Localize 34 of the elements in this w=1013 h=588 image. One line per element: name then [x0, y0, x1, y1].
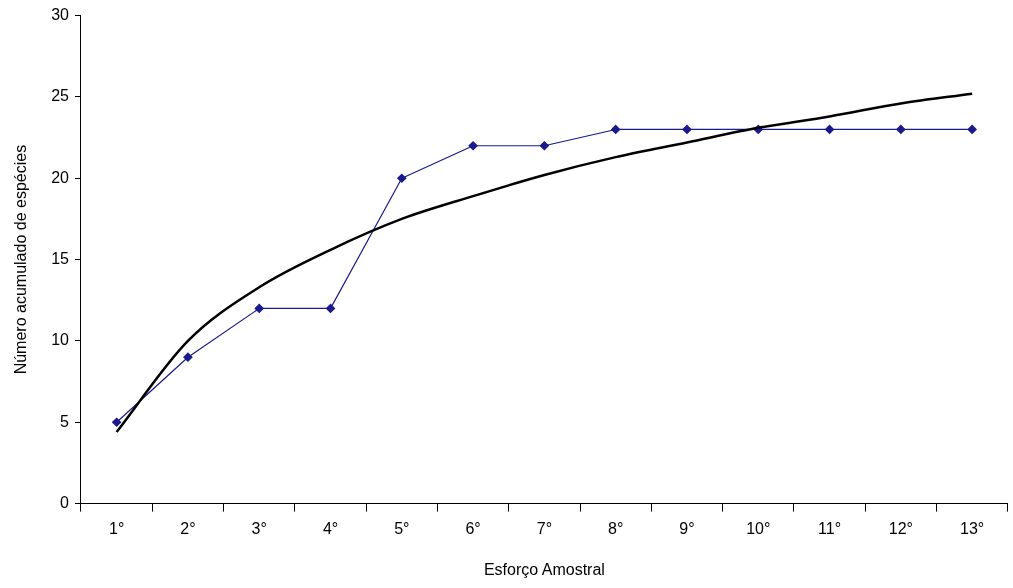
- x-tick-label: 5°: [394, 519, 410, 537]
- point: [254, 303, 264, 313]
- y-axis-title: Número acumulado de espécies: [12, 144, 30, 375]
- point: [183, 352, 193, 362]
- point: [824, 124, 835, 135]
- x-tick-label: 4°: [322, 519, 339, 537]
- x-tick-label: 11°: [818, 519, 842, 537]
- x-tick-label: 3°: [251, 519, 267, 537]
- y-tick-label: 15: [51, 250, 70, 268]
- point: [325, 303, 336, 313]
- y-tick-label: 25: [51, 87, 70, 105]
- x-tick-label: 12°: [888, 519, 913, 537]
- y-tick-label: 10: [51, 331, 70, 349]
- x-tick-label: 6°: [465, 519, 481, 537]
- point: [539, 141, 549, 151]
- x-tick-label: 1°: [108, 519, 125, 537]
- x-tick-label: 7°: [536, 519, 553, 537]
- point: [611, 124, 621, 135]
- point: [468, 141, 478, 151]
- y-tick-label: 30: [51, 6, 70, 24]
- x-tick-label: 10°: [746, 519, 771, 537]
- x-tick-label: 9°: [679, 519, 695, 537]
- y-tick-label: 0: [60, 494, 70, 512]
- y-tick-label: 20: [51, 168, 70, 186]
- point: [397, 173, 407, 183]
- x-axis-title: Esforço Amostral: [483, 560, 605, 578]
- x-tick-label: 8°: [608, 519, 624, 537]
- x-tick-label: 2°: [180, 519, 196, 537]
- point: [967, 124, 977, 135]
- point: [896, 124, 906, 135]
- point: [682, 124, 692, 135]
- y-tick-label: 5: [60, 412, 70, 430]
- x-tick-label: 13°: [960, 519, 985, 537]
- point: [112, 417, 122, 427]
